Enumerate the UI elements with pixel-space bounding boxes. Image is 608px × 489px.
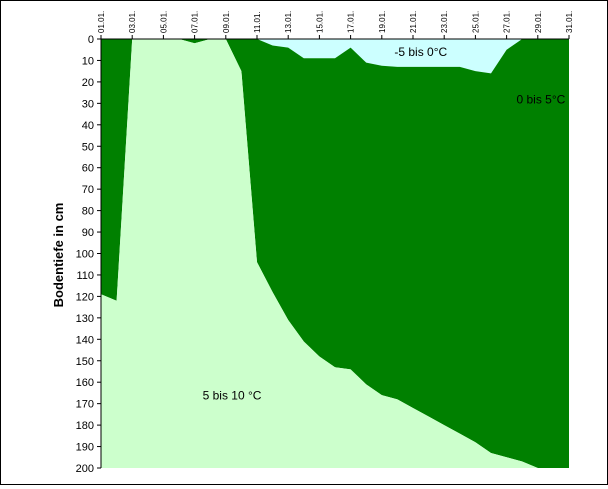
y-tick-label: 70 [82,184,94,196]
area-band-2 [101,39,569,468]
region-label-3: 5 bis 10 °C [203,388,262,402]
x-tick-label: 23.01. [440,11,449,33]
x-tick-label: 11.01. [253,11,262,33]
x-tick-label: 09.01. [222,11,231,33]
y-tick-label: 170 [76,399,94,411]
areas-layer [101,39,569,468]
x-tick-label: 25.01. [471,11,480,33]
y-tick-label: 60 [82,163,94,175]
axes-layer: 0 10 20 30 40 50 60 70 80 90 100 110 120 130 140 150 160… [76,11,574,475]
y-tick-label: 50 [82,141,94,153]
y-tick-label: 160 [76,377,94,389]
y-tick-label: 110 [76,270,94,282]
x-tick-label: 17.01. [347,11,356,33]
area-band-1 [101,39,569,74]
y-tick-label: 130 [76,313,94,325]
y-tick-label: 40 [82,120,94,132]
labels-layer: -5 bis 0°C 0 bis 5°C 5 bis 10 °C [203,45,566,402]
x-tick-label: 21.01. [409,11,418,33]
y-tick-label: 120 [76,291,94,303]
y-tick-label: 190 [76,442,94,454]
y-tick-label: 80 [82,206,94,218]
region-label-2: 0 bis 5°C [517,92,566,106]
y-tick-label: 150 [76,356,94,368]
y-tick-label: 0 [88,34,94,46]
area-band-3 [101,39,569,468]
x-tick-label: 07.01. [191,11,200,33]
x-tick-label: 15.01. [315,11,324,33]
y-tick-label: 90 [82,227,94,239]
y-tick-label: 140 [76,334,94,346]
x-tick-label: 29.01. [534,11,543,33]
y-tick-label: 10 [82,55,94,67]
x-tick-label: 05.01. [159,11,168,33]
y-tick-label: 180 [76,420,94,432]
y-tick-label: 30 [82,98,94,110]
x-tick-label: 27.01. [503,11,512,33]
x-tick-label: 13.01. [284,11,293,33]
x-tick-label: 31.01. [565,11,574,33]
x-tick-label: 19.01. [378,11,387,33]
y-tick-label: 100 [76,249,94,261]
y-tick-label: 20 [82,77,94,89]
x-tick-label: 01.01. [97,11,106,33]
y-tick-label: 200 [76,463,94,475]
region-label-1: -5 bis 0°C [394,45,447,59]
x-tick-label: 03.01. [128,11,137,33]
y-axis-label: Bodentiefe in cm [51,203,66,308]
